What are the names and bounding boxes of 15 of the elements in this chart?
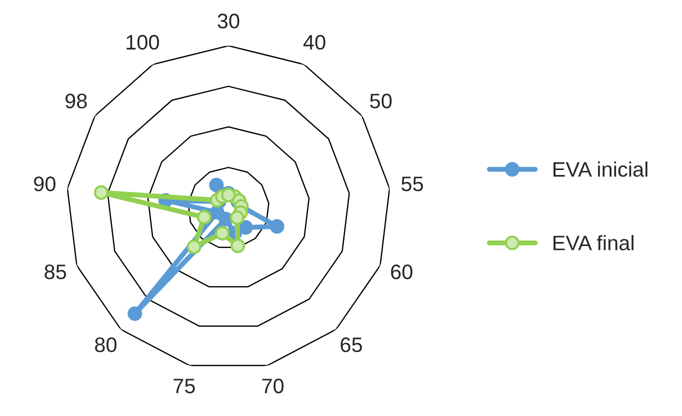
spoke-label: 40 (303, 34, 326, 50)
spoke-label: 80 (95, 337, 116, 352)
legend-label: EVA inicial (554, 161, 648, 177)
spoke-label: 50 (370, 94, 392, 108)
spoke-label: 85 (44, 264, 66, 280)
spoke-label: 65 (340, 337, 362, 352)
spoke-label: 70 (262, 378, 284, 394)
spoke-label: 60 (391, 264, 412, 280)
legend-label: EVA final (554, 235, 634, 250)
spoke-label: 75 (174, 378, 195, 394)
spoke-label: 90 (34, 176, 56, 192)
spoke-label: 98 (65, 94, 87, 108)
spoke-label: 100 (126, 34, 159, 50)
spoke-label: 55 (402, 176, 423, 192)
spoke-label: 30 (218, 14, 240, 28)
